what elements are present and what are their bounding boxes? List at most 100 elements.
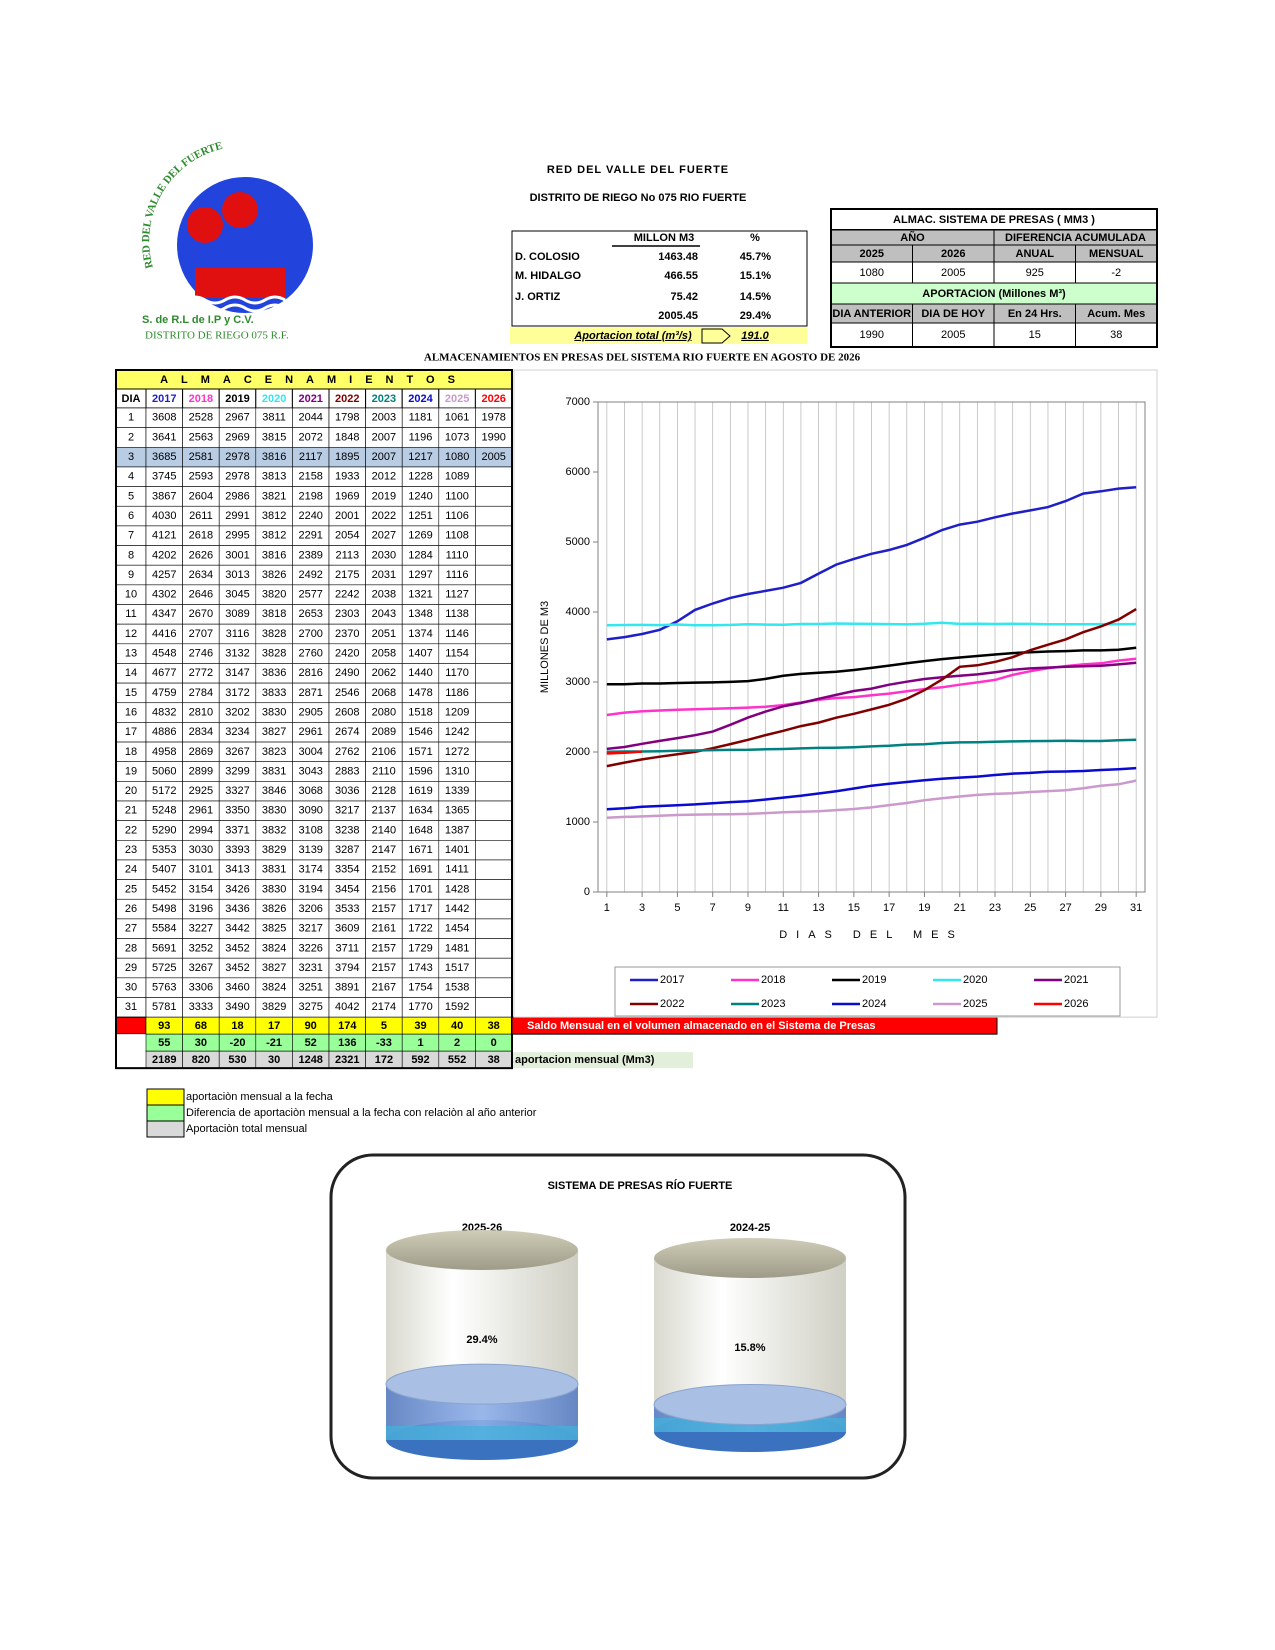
table-value: 3815 <box>262 431 286 443</box>
table-value: 1089 <box>445 471 469 483</box>
table-value: 3306 <box>189 982 213 994</box>
table-value: 2762 <box>335 746 359 758</box>
table-value: 3829 <box>262 1001 286 1013</box>
cylinder-lid <box>386 1230 578 1270</box>
table-value: 3174 <box>298 864 322 876</box>
note-swatch <box>146 1088 185 1106</box>
table-value: 1442 <box>445 903 469 915</box>
table-value: 1517 <box>445 962 469 974</box>
table-value: 2031 <box>372 569 396 581</box>
x-tick-label: 1 <box>604 902 610 914</box>
day-label: 10 <box>125 589 137 601</box>
logo-dam <box>195 268 285 298</box>
value-cell <box>475 545 513 566</box>
table-value: 1428 <box>445 883 469 895</box>
table-value: 3830 <box>262 883 286 895</box>
value-cell <box>475 761 513 782</box>
series-line <box>606 486 1137 641</box>
table-value: 2157 <box>372 903 396 915</box>
day-label: 16 <box>125 706 137 718</box>
note-text: Aportaciòn total mensual <box>186 1123 307 1135</box>
table-value: 3818 <box>262 608 286 620</box>
table-value: 1269 <box>408 530 432 542</box>
table-value: 2961 <box>189 805 213 817</box>
table-value: 3333 <box>189 1001 213 1013</box>
legend-label: 2024 <box>862 998 886 1010</box>
summary-ap-value-text: 15 <box>1029 329 1041 341</box>
table-value: 2012 <box>372 471 396 483</box>
table-value: 5172 <box>152 785 176 797</box>
total-row: 530 <box>228 1054 246 1066</box>
table-value: 2167 <box>372 982 396 994</box>
table-value: 1571 <box>408 746 432 758</box>
gauge-value: 15.8% <box>734 1342 765 1354</box>
table-value: 3089 <box>225 608 249 620</box>
value-cell <box>475 486 513 507</box>
water-surface <box>653 1384 847 1426</box>
table-value: 2240 <box>298 510 322 522</box>
table-value: 3711 <box>335 942 359 954</box>
table-value: 1116 <box>446 569 469 581</box>
table-value: 3821 <box>262 490 286 502</box>
total-row: 820 <box>192 1054 210 1066</box>
table-value: 1440 <box>408 667 432 679</box>
table-value: 3350 <box>225 805 249 817</box>
table-value: 1240 <box>408 490 432 502</box>
table-value: 3824 <box>262 942 286 954</box>
value-cell <box>475 584 513 605</box>
table-value: 2646 <box>189 589 213 601</box>
legend-label: 2025 <box>963 998 987 1010</box>
day-label: 25 <box>125 883 137 895</box>
table-value: 1138 <box>445 608 469 620</box>
table-value: 2291 <box>298 530 322 542</box>
day-label: 7 <box>128 530 134 542</box>
table-value: 3238 <box>335 824 359 836</box>
table-value: 3533 <box>335 903 359 915</box>
table-value: 1387 <box>445 824 469 836</box>
year-header: 2020 <box>262 393 286 405</box>
table-value: 2007 <box>372 431 396 443</box>
note-swatch <box>146 1120 185 1138</box>
plot-frame <box>597 401 1146 893</box>
table-value: 3393 <box>225 844 249 856</box>
table-value: 5725 <box>152 962 176 974</box>
table-value: 1251 <box>408 510 432 522</box>
table-value: 3745 <box>152 471 176 483</box>
table-value: 2869 <box>189 746 213 758</box>
table-value: 3267 <box>225 746 249 758</box>
value-cell <box>475 879 513 900</box>
table-value: 2593 <box>189 471 213 483</box>
logo-red <box>187 207 223 243</box>
table-value: 1478 <box>408 687 432 699</box>
table-value: 2157 <box>372 942 396 954</box>
x-tick-label: 7 <box>710 902 716 914</box>
table-value: 3299 <box>225 765 249 777</box>
table-value: 3154 <box>189 883 213 895</box>
legend-label: 2023 <box>761 998 785 1010</box>
table-value: 4257 <box>152 569 176 581</box>
dam-header: MILLON M3 <box>634 232 695 244</box>
value-cell <box>475 957 513 979</box>
table-value: 3426 <box>225 883 249 895</box>
table-value: 2871 <box>298 687 322 699</box>
dam-volume: 75.42 <box>670 291 698 303</box>
x-tick-label: 23 <box>989 902 1001 914</box>
dam-table-box <box>511 230 808 327</box>
table-value: 1146 <box>445 628 469 640</box>
table-value: 2563 <box>189 431 213 443</box>
table-value: 2106 <box>372 746 396 758</box>
table-value: 2054 <box>335 530 359 542</box>
day-label: 4 <box>128 471 134 483</box>
table-value: 3811 <box>262 412 286 424</box>
table-value: 1272 <box>445 746 469 758</box>
day-label: 26 <box>125 903 137 915</box>
table-value: 2072 <box>298 431 322 443</box>
table-value: 4548 <box>152 648 176 660</box>
saldo-row: 17 <box>268 1020 280 1032</box>
table-value: 2089 <box>372 726 396 738</box>
table-value: 3045 <box>225 589 249 601</box>
table-value: 3452 <box>225 962 249 974</box>
table-value: 1061 <box>445 412 469 424</box>
legend-label: 2018 <box>761 974 785 986</box>
table-value: 2157 <box>372 962 396 974</box>
